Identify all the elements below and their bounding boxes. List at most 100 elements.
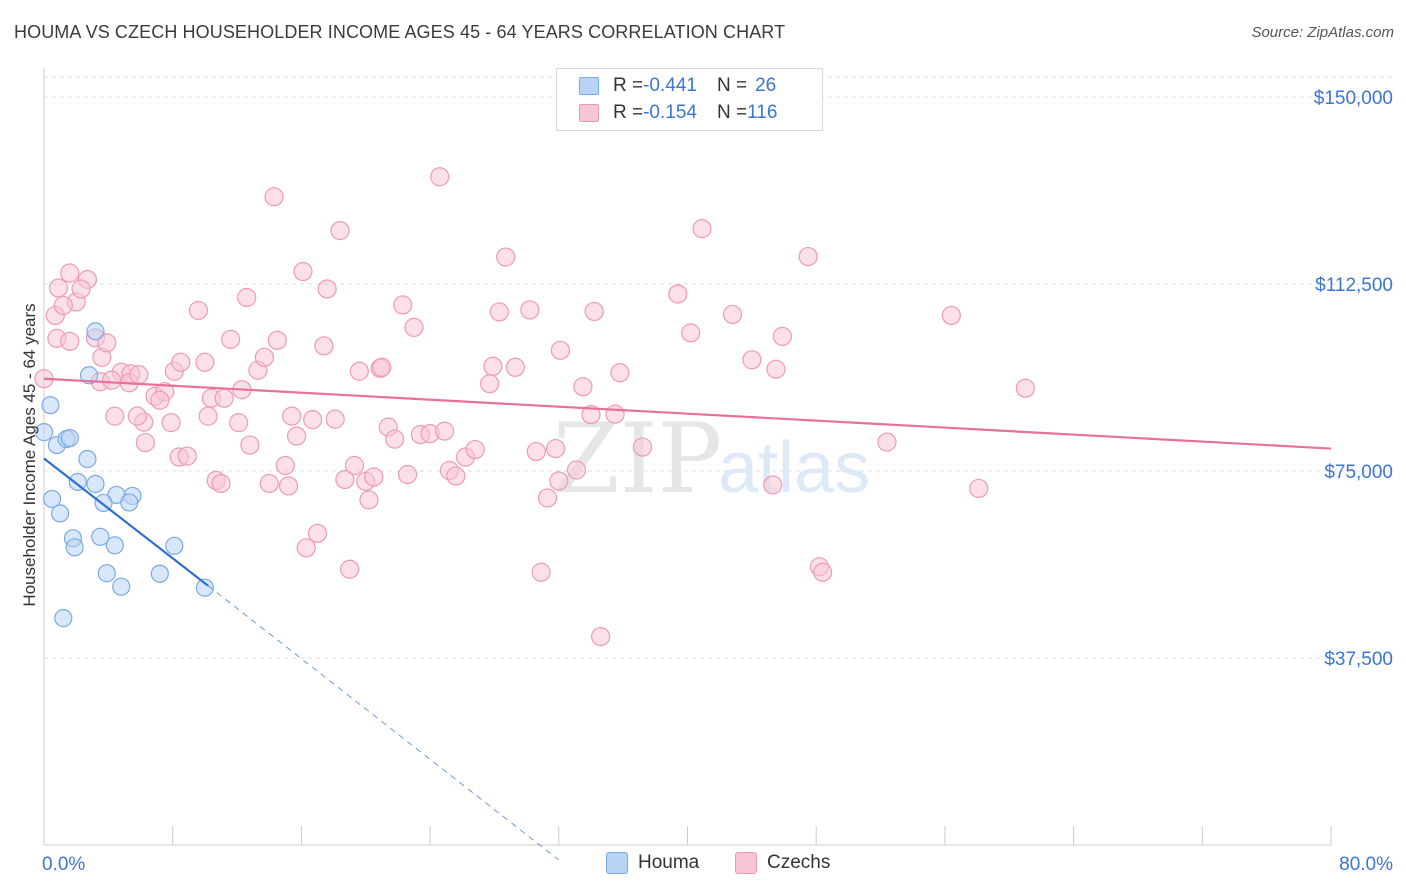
czechs-point-39 [229, 413, 249, 433]
czechs-point-96 [581, 405, 601, 425]
czechs-point-83 [483, 356, 503, 376]
czechs-point-24 [135, 432, 155, 453]
czechs-point-33 [198, 406, 218, 426]
czechs-point-68 [372, 357, 392, 377]
houma-point-24 [54, 609, 73, 628]
czechs-point-55 [307, 523, 328, 543]
czechs-point-79 [446, 466, 466, 486]
houma-point-0 [34, 423, 54, 442]
czechs-point-81 [465, 439, 485, 460]
czechs-point-103 [681, 323, 701, 343]
czechs-point-108 [766, 359, 786, 379]
czechs-point-113 [877, 432, 897, 452]
czechs-legend-swatch [735, 852, 757, 874]
czechs-point-86 [505, 357, 525, 377]
czechs-trend-line [43, 377, 1332, 450]
houma-point-5 [41, 396, 60, 415]
czechs-point-30 [177, 446, 197, 466]
gridlines [44, 76, 1394, 659]
czechs-point-58 [325, 409, 345, 429]
houma-point-3 [60, 428, 79, 448]
houma-point-16 [91, 527, 110, 546]
czechs-n-label: N = [716, 102, 748, 123]
houma-point-4 [79, 366, 99, 385]
czechs-point-52 [293, 261, 313, 282]
legend-item-houma[interactable]: Houma [606, 852, 699, 874]
czechs-point-97 [584, 301, 604, 322]
czechs-point-38 [221, 329, 241, 349]
y-tick-label-2: $112,500 [1315, 275, 1393, 296]
czechs-point-101 [632, 437, 653, 457]
czechs-point-84 [489, 302, 509, 322]
czechs-point-26 [161, 413, 181, 433]
x-tick-label-max: 80.0% [1339, 854, 1393, 875]
czechs-n-value: 116 [747, 102, 778, 123]
source-label: Source: ZipAtlas.com [1251, 24, 1394, 41]
chart-title: HOUMA VS CZECH HOUSEHOLDER INCOME AGES 4… [14, 22, 786, 42]
correlation-legend: R = -0.441 N = 26 R = -0.154 N = 116 [556, 68, 823, 131]
houma-point-23 [195, 578, 214, 597]
watermark-atlas: atlas [718, 428, 870, 508]
czechs-point-32 [195, 352, 215, 372]
legend-row-czechs: R = -0.154 N = 116 [579, 101, 777, 125]
czechs-point-116 [1015, 378, 1035, 398]
x-tick-label-min: 0.0% [42, 854, 85, 875]
czechs-point-109 [772, 326, 793, 346]
houma-legend-swatch [606, 852, 628, 874]
houma-point-19 [165, 536, 184, 555]
czechs-point-48 [275, 455, 295, 476]
czechs-point-61 [340, 559, 360, 579]
czechs-point-112 [813, 562, 833, 582]
czechs-point-57 [317, 279, 337, 299]
houma-swatch [579, 77, 599, 95]
czechs-point-82 [480, 374, 500, 394]
czechs-point-12 [97, 333, 117, 353]
czechs-point-106 [742, 350, 762, 370]
czechs-points [34, 167, 1035, 647]
czechs-point-104 [692, 219, 712, 239]
czechs-point-66 [364, 467, 384, 487]
houma-point-9 [42, 489, 62, 509]
houma-point-13 [120, 493, 139, 512]
czechs-point-92 [549, 471, 569, 491]
y-axis-label: Householder Income Ages 45 - 64 years [20, 303, 39, 607]
czechs-point-105 [722, 304, 743, 325]
czechs-r-value: -0.154 [643, 102, 697, 123]
houma-point-7 [68, 472, 87, 492]
czechs-point-59 [330, 221, 350, 241]
czechs-point-89 [531, 562, 551, 582]
czechs-legend-label: Czechs [767, 852, 831, 873]
czechs-point-16 [101, 370, 122, 390]
houma-point-18 [105, 536, 124, 555]
czechs-point-44 [254, 347, 274, 367]
czechs-point-35 [214, 388, 234, 408]
houma-points [34, 322, 214, 628]
czechs-point-47 [267, 330, 287, 350]
czechs-point-98 [591, 626, 611, 647]
legend-item-czechs[interactable]: Czechs [735, 852, 830, 874]
legend-row-houma: R = -0.441 N = 26 [579, 74, 776, 98]
czechs-point-21 [150, 390, 170, 410]
czechs-point-90 [537, 488, 558, 508]
y-tick-label-0: $37,500 [1324, 649, 1393, 670]
czechs-point-72 [397, 464, 418, 485]
houma-legend-label: Houma [638, 852, 700, 873]
czechs-point-41 [237, 287, 257, 308]
y-tick-labels: $37,500 $75,000 $112,500 $150,000 [1314, 88, 1393, 670]
czechs-point-88 [526, 441, 546, 462]
czechs-point-73 [404, 317, 424, 337]
czechs-point-94 [566, 460, 587, 480]
czechs-point-70 [385, 429, 405, 449]
czechs-swatch [579, 104, 599, 122]
houma-trend-line [43, 457, 209, 587]
houma-point-22 [112, 577, 131, 596]
axes [43, 68, 1332, 846]
houma-point-6 [78, 449, 97, 469]
czechs-point-42 [240, 435, 260, 455]
czechs-point-77 [434, 421, 455, 441]
czechs-point-9 [60, 331, 80, 351]
czechs-point-37 [211, 473, 231, 494]
czechs-point-71 [393, 295, 413, 315]
czechs-point-95 [573, 377, 593, 397]
